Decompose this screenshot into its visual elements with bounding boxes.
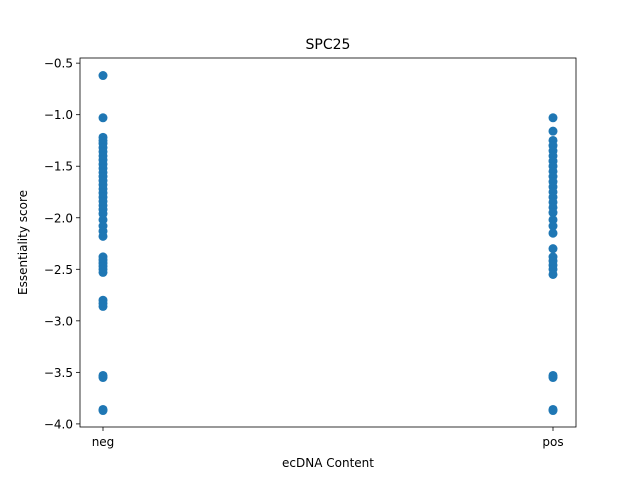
data-point <box>548 269 558 279</box>
y-axis: −0.5 −1.0 −1.5 −2.0 −2.5 −3.0 −3.5 −4.0 <box>44 57 80 431</box>
data-point <box>98 215 108 225</box>
data-point <box>548 228 558 238</box>
y-tick-label: −1.0 <box>44 108 73 122</box>
y-tick-label: −3.0 <box>44 314 73 328</box>
data-point <box>98 231 108 241</box>
data-point <box>548 373 558 383</box>
y-axis-label: Essentiality score <box>16 190 30 295</box>
x-axis: neg pos <box>92 427 564 449</box>
y-tick-label: −1.5 <box>44 160 73 174</box>
data-point <box>98 209 108 219</box>
y-tick-label: −2.5 <box>44 263 73 277</box>
y-tick-label: −4.0 <box>44 417 73 431</box>
data-point <box>548 215 558 225</box>
data-point <box>98 406 108 416</box>
data-point <box>98 301 108 311</box>
data-point <box>98 71 108 81</box>
data-point <box>548 406 558 416</box>
data-points <box>98 71 558 416</box>
y-tick-label: −0.5 <box>44 57 73 71</box>
y-tick-label: −2.0 <box>44 211 73 225</box>
chart-title: SPC25 <box>306 37 351 53</box>
data-point <box>548 208 558 218</box>
y-tick-label: −3.5 <box>44 366 73 380</box>
x-tick-label: neg <box>92 435 115 449</box>
data-point <box>548 126 558 136</box>
data-point <box>98 373 108 383</box>
data-point <box>548 244 558 254</box>
x-axis-label: ecDNA Content <box>282 456 374 470</box>
data-point <box>98 267 108 277</box>
plot-area <box>79 57 577 428</box>
data-point <box>98 113 108 123</box>
x-tick-label: pos <box>542 435 563 449</box>
data-point <box>548 221 558 231</box>
data-point <box>548 113 558 123</box>
